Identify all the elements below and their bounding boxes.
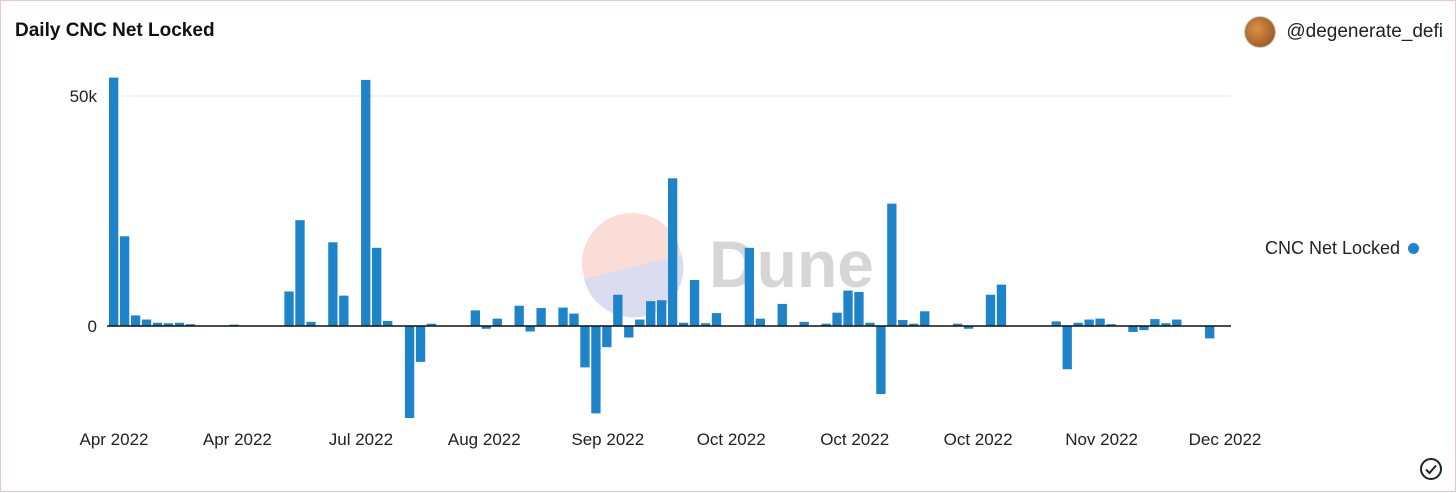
legend-dot-icon: [1408, 243, 1420, 254]
bar[interactable]: [328, 242, 338, 326]
bar[interactable]: [163, 323, 174, 326]
legend-label: CNC Net Locked: [1265, 238, 1401, 258]
bar[interactable]: [470, 310, 481, 326]
bar[interactable]: [920, 311, 930, 326]
x-tick-label: Apr 2022: [203, 430, 272, 449]
bar[interactable]: [404, 326, 415, 418]
x-tick-label: Aug 2022: [448, 430, 521, 449]
bar[interactable]: [700, 323, 711, 326]
bar[interactable]: [295, 220, 305, 326]
x-tick-label: Oct 2022: [944, 430, 1013, 449]
bar[interactable]: [843, 290, 853, 326]
bar[interactable]: [569, 313, 579, 326]
bar[interactable]: [689, 280, 700, 326]
bar[interactable]: [1095, 318, 1105, 326]
bar[interactable]: [711, 313, 722, 326]
bar[interactable]: [777, 303, 787, 326]
bar[interactable]: [383, 320, 393, 326]
bar[interactable]: [821, 323, 831, 326]
bar[interactable]: [514, 305, 524, 326]
bar[interactable]: [678, 322, 689, 326]
dune-watermark: Dune: [582, 213, 874, 318]
bar[interactable]: [832, 312, 842, 326]
x-tick-label: Jul 2022: [329, 430, 393, 449]
x-tick-label: Dec 2022: [1189, 430, 1262, 449]
author-handle[interactable]: @degenerate_defi: [1286, 21, 1443, 42]
bar[interactable]: [130, 315, 141, 326]
bar[interactable]: [624, 326, 634, 338]
bar[interactable]: [799, 321, 809, 326]
bar[interactable]: [426, 323, 437, 326]
bar[interactable]: [525, 326, 535, 332]
bar[interactable]: [580, 326, 590, 368]
x-tick-label: Nov 2022: [1065, 430, 1138, 449]
bar[interactable]: [141, 319, 152, 326]
bar[interactable]: [372, 247, 382, 326]
bar[interactable]: [963, 326, 974, 329]
bar[interactable]: [635, 319, 645, 326]
bar[interactable]: [1073, 322, 1083, 326]
check-circle-icon[interactable]: [1419, 457, 1443, 486]
bar[interactable]: [1161, 323, 1171, 326]
bar[interactable]: [613, 294, 623, 326]
bar[interactable]: [657, 300, 667, 326]
y-tick-label: 50k: [70, 87, 98, 106]
bar[interactable]: [1128, 326, 1138, 332]
bar[interactable]: [755, 318, 765, 326]
bar[interactable]: [119, 236, 130, 326]
avatar: [1244, 16, 1277, 48]
bar[interactable]: [1062, 326, 1072, 370]
x-tick-label: Sep 2022: [571, 430, 644, 449]
bar[interactable]: [492, 318, 502, 326]
bar[interactable]: [909, 323, 919, 326]
x-tick-label: Oct 2022: [697, 430, 766, 449]
author-badge[interactable]: @degenerate_defi: [1244, 16, 1443, 48]
bar[interactable]: [152, 322, 163, 326]
y-tick-label: 0: [88, 317, 97, 336]
bar[interactable]: [1051, 321, 1061, 326]
bar[interactable]: [306, 321, 316, 326]
x-tick-label: Apr 2022: [80, 430, 149, 449]
bar[interactable]: [985, 294, 996, 326]
bar[interactable]: [1084, 319, 1094, 326]
bar[interactable]: [1205, 326, 1215, 339]
bar[interactable]: [1106, 324, 1116, 326]
bar[interactable]: [876, 326, 886, 395]
legend[interactable]: CNC Net Locked: [1265, 238, 1420, 259]
bar[interactable]: [481, 326, 491, 329]
bar[interactable]: [109, 77, 119, 326]
bar[interactable]: [558, 307, 568, 326]
bar[interactable]: [602, 326, 612, 348]
bar[interactable]: [646, 301, 656, 326]
bar[interactable]: [1172, 319, 1182, 326]
chart-title: Daily CNC Net Locked: [15, 20, 215, 41]
bar[interactable]: [185, 324, 196, 326]
bar[interactable]: [952, 323, 963, 326]
bar[interactable]: [415, 326, 426, 362]
bar[interactable]: [854, 291, 864, 326]
bar[interactable]: [591, 326, 601, 414]
bar[interactable]: [996, 284, 1007, 326]
bar[interactable]: [865, 322, 875, 326]
watermark-text: Dune: [709, 227, 874, 301]
bar[interactable]: [1150, 319, 1160, 326]
x-tick-label: Oct 2022: [820, 430, 889, 449]
bar[interactable]: [361, 79, 371, 327]
bar[interactable]: [284, 291, 294, 327]
bar[interactable]: [898, 320, 908, 326]
bar[interactable]: [744, 247, 755, 326]
bar[interactable]: [174, 322, 185, 326]
bar[interactable]: [887, 203, 897, 326]
bar[interactable]: [1139, 326, 1149, 331]
bar[interactable]: [339, 295, 349, 326]
bar[interactable]: [536, 308, 546, 326]
bar[interactable]: [667, 178, 678, 326]
